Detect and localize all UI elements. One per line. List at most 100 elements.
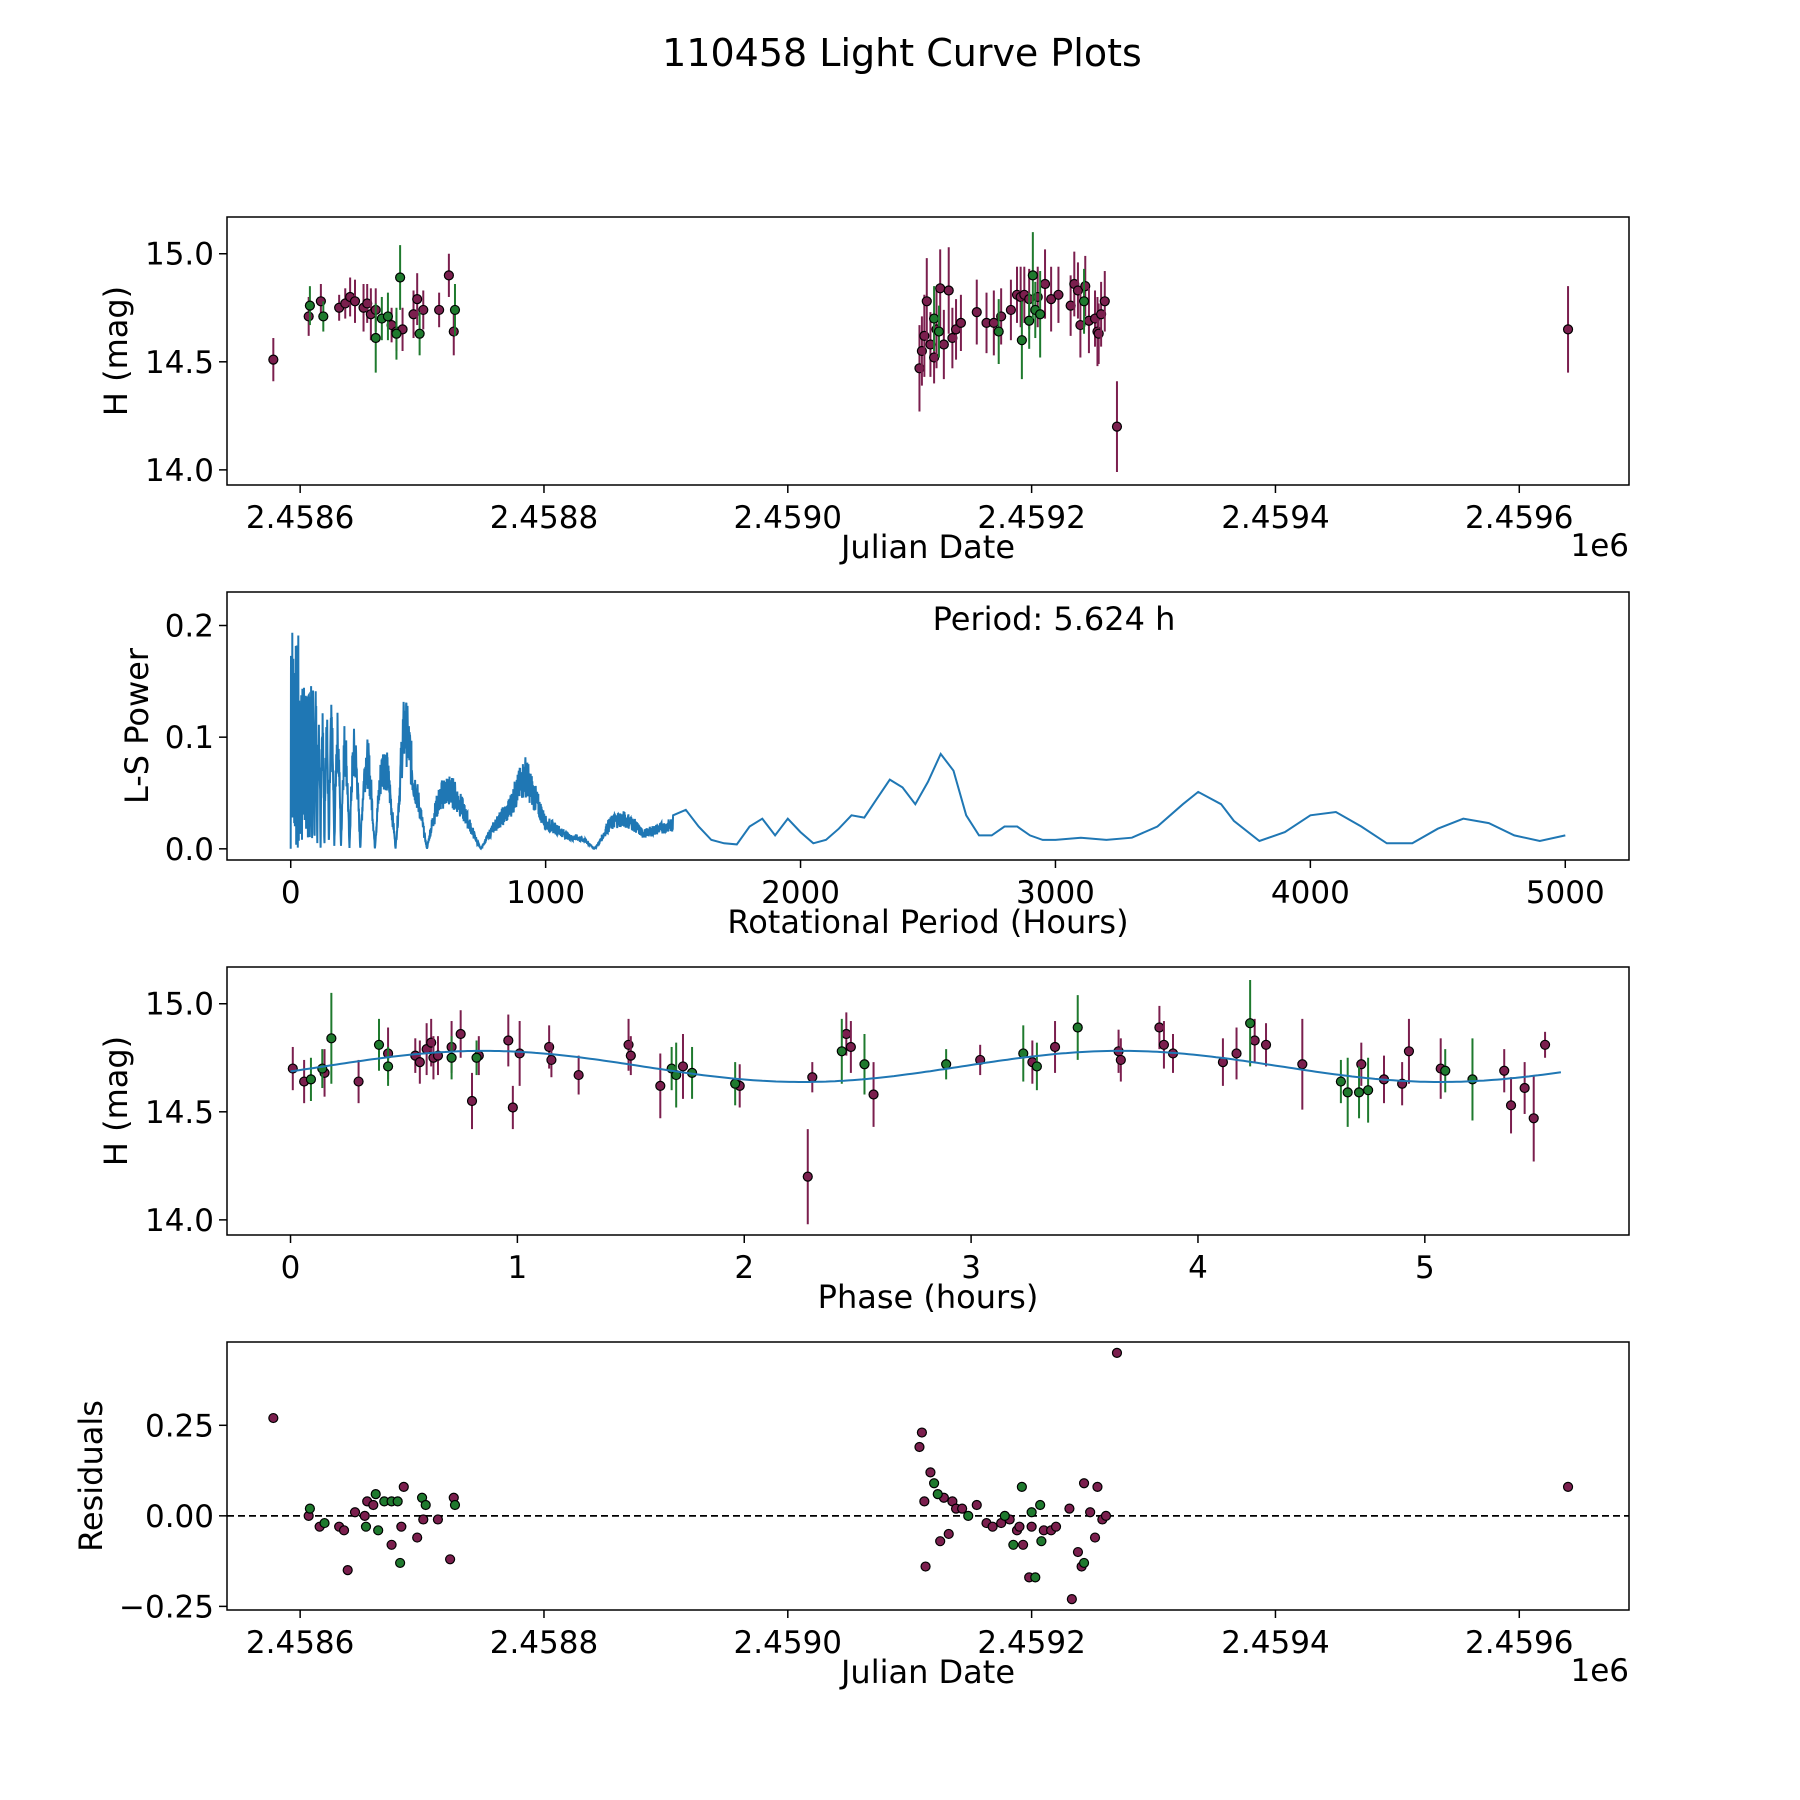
lightcurve-data-point — [1035, 309, 1046, 320]
phased-data-point — [373, 1039, 385, 1050]
phased-data-point — [1260, 1039, 1272, 1050]
periodogram-y-tick-label: 0.1 — [165, 720, 214, 756]
lightcurve-y-tick-label: 15.0 — [145, 237, 214, 273]
phased-data-point — [1403, 1046, 1415, 1057]
phased-data-point — [730, 1078, 741, 1089]
phased-data-point — [1519, 1082, 1530, 1094]
figure-title: 110458 Light Curve Plots — [662, 31, 1142, 75]
residuals-data-point — [1085, 1507, 1096, 1518]
periodogram-x-tick-label: 3000 — [1016, 875, 1095, 911]
residuals-data-point — [360, 1521, 372, 1532]
phased-data-point — [1158, 1039, 1170, 1050]
residuals-x-tick-label: 2.4594 — [1221, 1625, 1329, 1661]
residuals-plot-frame — [226, 1341, 1630, 1611]
lightcurve-data-point — [382, 311, 394, 322]
lightcurve-data-point — [955, 317, 967, 329]
residuals-data-point — [1035, 1499, 1046, 1511]
phased-data-point — [1049, 1041, 1061, 1053]
phased-data-point — [802, 1171, 813, 1182]
phased-data-point — [859, 1059, 870, 1070]
phased-data-point — [1231, 1048, 1242, 1059]
residuals-data-point — [304, 1503, 316, 1514]
residuals-data-point — [395, 1557, 406, 1569]
residuals-data-point — [919, 1496, 930, 1507]
phased-y-tick-label: 14.0 — [145, 1203, 214, 1239]
lightcurve-data-point — [268, 354, 279, 365]
phased-data-point — [455, 1028, 466, 1040]
residuals-data-point — [1016, 1481, 1027, 1492]
lightcurve-data-point — [1078, 296, 1090, 307]
periodogram-x-tick-label: 0 — [281, 875, 301, 911]
phased-data-point — [546, 1054, 557, 1066]
periodogram-x-tick-label: 1000 — [506, 875, 585, 911]
phased-data-point — [1245, 1018, 1256, 1029]
phased-data-point — [471, 1052, 482, 1063]
phased-data-point — [446, 1052, 457, 1063]
lightcurve-data-point — [988, 317, 999, 329]
phased-data-point — [1528, 1113, 1539, 1124]
residuals-data-point — [359, 1510, 370, 1521]
residuals-data-point — [1017, 1539, 1029, 1550]
residuals-data-point — [1092, 1481, 1103, 1492]
residuals-data-point — [392, 1496, 403, 1507]
residuals-data-point — [418, 1514, 429, 1525]
lightcurve-data-point — [304, 300, 316, 311]
lightcurve-data-point — [1039, 278, 1051, 290]
periodogram-marks — [289, 632, 1566, 851]
phased-data-point — [807, 1072, 818, 1083]
residuals-data-point — [1036, 1536, 1047, 1547]
phased-data-point — [1249, 1035, 1260, 1046]
phased-fit-curve — [290, 1049, 1562, 1083]
lightcurve-data-point — [395, 272, 406, 283]
residuals-data-point — [935, 1536, 946, 1547]
residuals-x-tick-label: 2.4586 — [246, 1625, 354, 1661]
residuals-data-point — [420, 1499, 431, 1511]
residuals-data-point — [449, 1499, 461, 1511]
lightcurve-data-point — [1053, 289, 1064, 300]
lightcurve-marks — [268, 232, 1574, 473]
residuals-data-point — [943, 1528, 954, 1540]
residuals-data-point — [914, 1441, 925, 1453]
phased-data-point — [326, 1033, 337, 1044]
phased-data-point — [507, 1102, 518, 1113]
residuals-data-point — [1100, 1510, 1112, 1521]
lightcurve-x-tick-label: 2.4586 — [246, 500, 354, 536]
lightcurve-data-point — [449, 304, 461, 316]
period-annotation: Period: 5.624 h — [933, 600, 1176, 638]
phased-x-axis-label: Phase (hours) — [818, 1278, 1039, 1316]
residuals-y-tick-label: 0.25 — [145, 1408, 214, 1444]
lightcurve-data-point — [412, 294, 423, 305]
phased-x-tick-label: 4 — [1188, 1250, 1208, 1286]
phased-data-point — [1154, 1022, 1165, 1033]
phased-panel: 0 1 2 3 4 5 14.0 14.5 15.0 Phase (hours) H (mag) — [97, 966, 1630, 1316]
residuals-data-point — [999, 1510, 1010, 1521]
phased-marks — [287, 979, 1562, 1225]
phased-data-point — [305, 1074, 317, 1085]
residuals-data-point — [916, 1427, 928, 1438]
residuals-data-point — [1050, 1521, 1062, 1532]
residuals-y-tick-label: −0.25 — [119, 1589, 214, 1625]
residuals-data-point — [373, 1525, 384, 1536]
lightcurve-data-point — [318, 311, 329, 322]
phased-y-tick-label: 15.0 — [145, 987, 214, 1023]
phased-plot-frame — [226, 966, 1630, 1236]
lightcurve-x-tick-label: 2.4590 — [734, 500, 842, 536]
lightcurve-data-point — [928, 313, 940, 324]
residuals-data-point — [925, 1467, 936, 1478]
residuals-data-point — [957, 1503, 968, 1514]
lightcurve-data-point — [1111, 421, 1123, 432]
residuals-marks — [227, 1347, 1629, 1605]
lightcurve-y-tick-label: 14.5 — [145, 345, 214, 381]
residuals-data-point — [1030, 1572, 1041, 1583]
residuals-data-point — [920, 1561, 931, 1572]
periodogram-x-axis-label: Rotational Period (Hours) — [727, 903, 1128, 941]
residuals-data-point — [319, 1517, 330, 1529]
lightcurve-data-point — [1027, 270, 1038, 281]
residuals-y-axis-label: Residuals — [72, 1400, 110, 1552]
phased-data-point — [1115, 1054, 1126, 1066]
residuals-data-point — [1064, 1503, 1075, 1514]
residuals-panel: 2.4586 2.4588 2.4590 2.4592 2.4594 2.4596 −0.2… — [72, 1341, 1630, 1691]
phased-data-point — [1335, 1076, 1346, 1087]
lightcurve-plot-frame — [226, 216, 1630, 486]
